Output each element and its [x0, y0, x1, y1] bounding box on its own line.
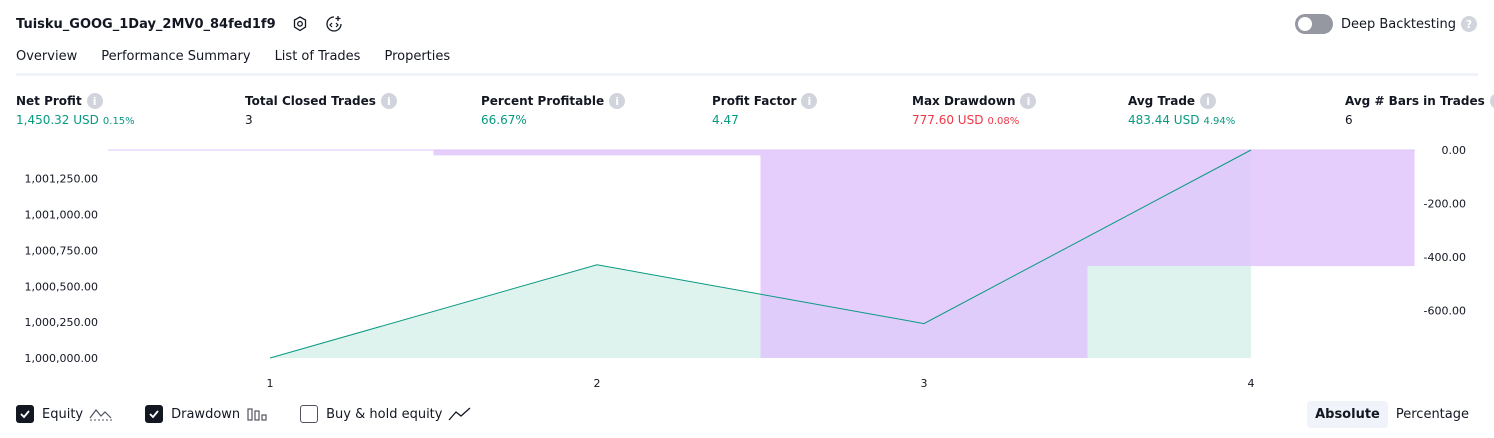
tab-list-of-trades[interactable]: List of Trades [274, 49, 361, 64]
right-axis-tick: -400.00 [1424, 251, 1466, 264]
equity-checkbox[interactable] [16, 405, 34, 423]
metric-value: 4.47 [712, 113, 739, 127]
absolute-button[interactable]: Absolute [1307, 400, 1388, 428]
metric-label: Percent Profitable [481, 94, 605, 108]
legend-label: Buy & hold equity [326, 406, 443, 422]
x-axis-tick: 1 [267, 377, 274, 390]
x-axis-tick: 3 [921, 377, 928, 390]
drawdown-bar [1087, 150, 1415, 267]
tabs-divider [16, 73, 1478, 76]
metric-label: Net Profit [16, 94, 82, 108]
settings-icon[interactable] [290, 14, 310, 34]
info-icon[interactable]: i [609, 93, 626, 109]
legend-buy-hold-equity[interactable]: Buy & hold equity [300, 405, 472, 423]
tab-performance-summary[interactable]: Performance Summary [101, 49, 251, 64]
tab-bar: Overview Performance Summary List of Tra… [16, 46, 474, 76]
source-code-icon[interactable] [324, 14, 344, 34]
left-axis-tick: 1,000,500.00 [25, 280, 98, 293]
right-axis-tick: -600.00 [1424, 304, 1466, 317]
metric-percent: 4.94% [1203, 116, 1236, 127]
metric-max-drawdown: Max Drawdown i 777.60 USD 0.08% [912, 93, 1037, 127]
chart-legend: Equity Drawdown Buy & hold equity [16, 403, 504, 425]
metric-label: Max Drawdown [912, 94, 1016, 108]
metric-value: 66.67% [481, 113, 527, 127]
metric-value: 777.60 USD [912, 113, 984, 127]
metric-label: Total Closed Trades [245, 94, 376, 108]
deep-backtesting-toggle[interactable] [1294, 14, 1333, 34]
info-icon[interactable]: i [86, 93, 103, 109]
tab-overview[interactable]: Overview [16, 46, 78, 76]
strategy-header: Tuisku_GOOG_1Day_2MV0_84fed1f9 [16, 12, 344, 36]
equity-drawdown-chart[interactable]: 1,001,250.00 1,001,000.00 1,000,750.00 1,00… [0, 140, 1494, 395]
metric-profit-factor: Profit Factor i 4.47 [712, 93, 818, 127]
drawdown-bar [433, 150, 761, 156]
metric-value: 483.44 USD [1128, 113, 1200, 127]
metric-avg-trade: Avg Trade i 483.44 USD 4.94% [1128, 93, 1235, 127]
metric-value: 6 [1345, 113, 1353, 127]
metric-value: 3 [245, 113, 253, 127]
metric-percent: 0.15% [102, 116, 135, 127]
drawdown-bars-icon [246, 406, 268, 422]
left-axis-tick: 1,000,250.00 [25, 316, 98, 329]
equity-line [269, 149, 1252, 359]
left-axis-tick: 1,000,750.00 [25, 244, 98, 257]
x-axis-tick: 2 [594, 377, 601, 390]
info-icon[interactable]: i [1489, 93, 1494, 109]
equity-line-icon [89, 406, 113, 422]
metric-net-profit: Net Profit i 1,450.32 USD 0.15% [16, 93, 135, 127]
info-icon[interactable]: i [1020, 93, 1037, 109]
left-axis-tick: 1,000,000.00 [25, 352, 98, 365]
left-axis-tick: 1,001,250.00 [25, 173, 98, 186]
metric-percent-profitable: Percent Profitable i 66.67% [481, 93, 626, 127]
right-axis-tick: 0.00 [1442, 144, 1467, 157]
drawdown-bar [760, 150, 1088, 358]
metric-value: 1,450.32 USD [16, 113, 99, 127]
info-icon[interactable]: i [1200, 93, 1217, 109]
legend-equity[interactable]: Equity [16, 405, 113, 423]
buy-hold-line-icon [448, 406, 472, 422]
metric-avg-bars-in-trades: Avg # Bars in Trades i 6 [1345, 93, 1494, 127]
buy-hold-checkbox[interactable] [300, 405, 319, 423]
value-mode-switch: Absolute Percentage [1307, 399, 1477, 429]
metric-percent: 0.08% [987, 116, 1020, 127]
metric-label: Profit Factor [712, 94, 797, 108]
deep-backtesting: Deep Backtesting ? [1294, 12, 1477, 36]
legend-label: Equity [42, 406, 84, 422]
x-axis-tick: 4 [1248, 377, 1255, 390]
info-icon[interactable]: i [380, 93, 397, 109]
strategy-title: Tuisku_GOOG_1Day_2MV0_84fed1f9 [16, 16, 276, 32]
left-axis-tick: 1,001,000.00 [25, 209, 98, 222]
right-axis-tick: -200.00 [1424, 197, 1466, 210]
legend-label: Drawdown [171, 406, 241, 422]
legend-drawdown[interactable]: Drawdown [145, 405, 268, 423]
metric-label: Avg # Bars in Trades [1345, 94, 1485, 108]
drawdown-checkbox[interactable] [145, 405, 164, 423]
deep-backtesting-label: Deep Backtesting [1340, 16, 1456, 32]
metrics-row: Net Profit i 1,450.32 USD 0.15% Total Clos… [16, 93, 1494, 133]
info-icon[interactable]: i [801, 93, 818, 109]
percentage-button[interactable]: Percentage [1395, 406, 1469, 422]
tab-properties[interactable]: Properties [384, 49, 451, 64]
metric-total-closed-trades: Total Closed Trades i 3 [245, 93, 397, 127]
metric-label: Avg Trade [1128, 94, 1196, 108]
help-icon[interactable]: ? [1461, 16, 1477, 32]
